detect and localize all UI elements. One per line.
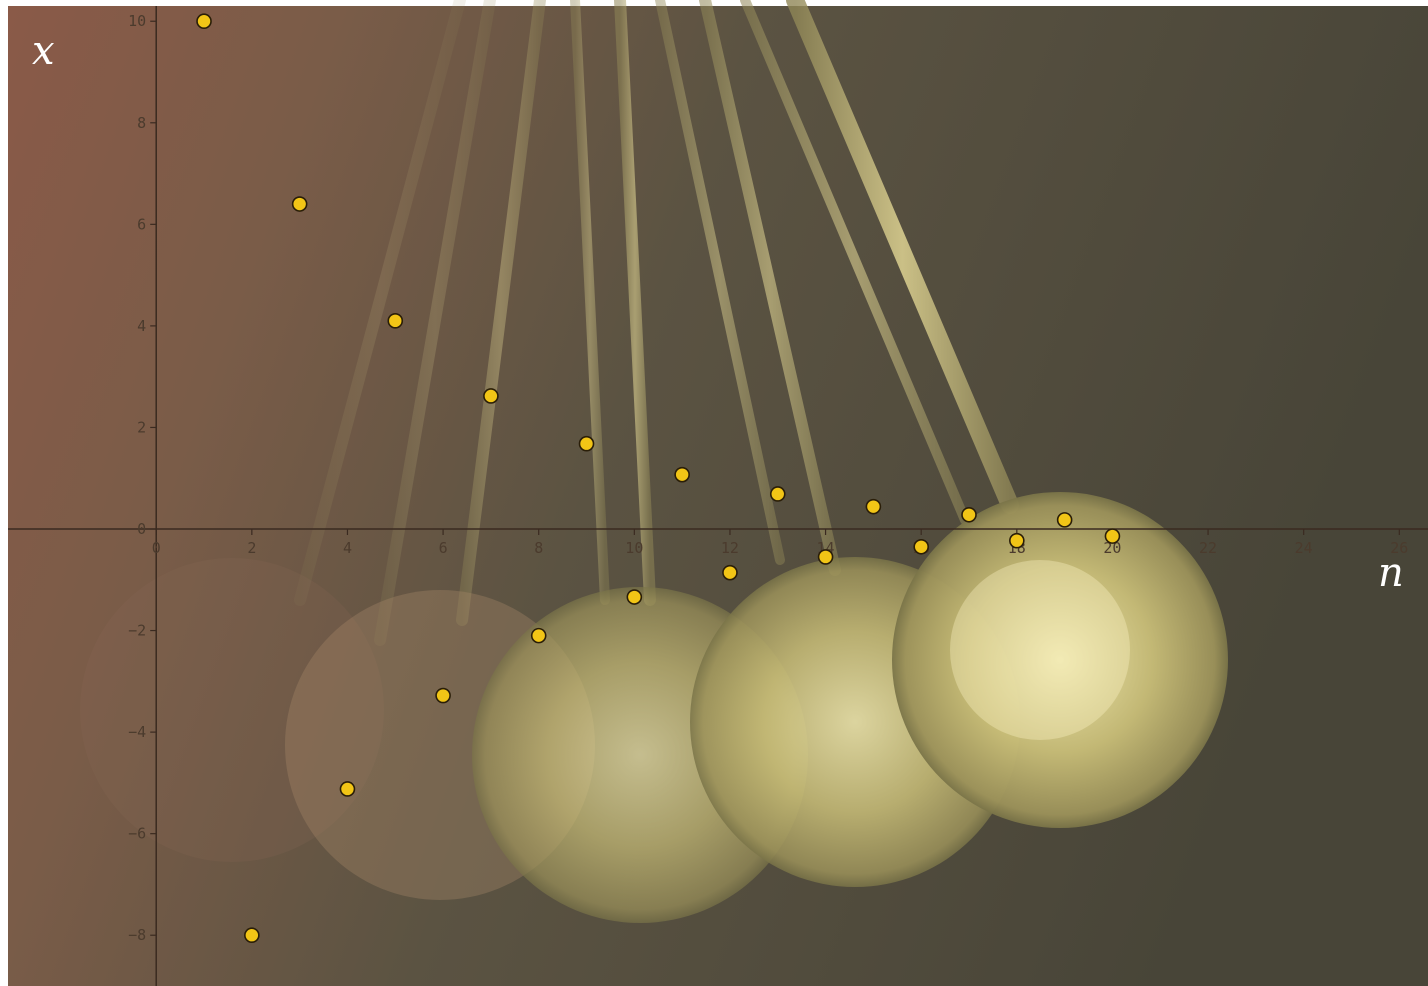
x-tick-label: 12 — [721, 539, 739, 557]
data-point — [626, 589, 643, 605]
y-tick-label: 2 — [137, 418, 146, 436]
x-tick-label: 6 — [439, 539, 448, 557]
data-point — [961, 506, 977, 523]
y-tick-label: 8 — [137, 114, 146, 132]
pendulum-rod — [294, 0, 466, 606]
y-tick-label: 6 — [137, 215, 146, 233]
data-point — [530, 627, 547, 644]
pendulum-rod — [699, 0, 841, 576]
data-point — [387, 313, 404, 329]
data-point — [244, 927, 260, 944]
pendulum-rod — [570, 0, 610, 605]
pendulum-rod — [456, 0, 546, 626]
data-point — [196, 13, 212, 30]
data-points — [196, 13, 1121, 944]
data-point — [817, 549, 834, 565]
x-tick-label: 4 — [343, 539, 352, 557]
pendulum-rod — [614, 0, 656, 606]
data-point — [722, 564, 738, 581]
pendulum-rod — [655, 0, 785, 565]
y-axis-title: x — [32, 28, 55, 74]
data-point — [913, 538, 929, 555]
data-point — [1009, 532, 1025, 549]
y-tick-label: 10 — [128, 12, 146, 30]
x-tick-label: 22 — [1199, 539, 1217, 557]
x-tick-label: 20 — [1103, 539, 1121, 557]
y-tick-label: 0 — [137, 520, 146, 538]
x-axis-title: n — [1378, 550, 1404, 596]
data-point — [435, 687, 451, 704]
data-point — [1056, 512, 1073, 528]
data-point — [483, 388, 499, 404]
x-tick-label: 10 — [625, 539, 643, 557]
x-tick-label: 26 — [1390, 539, 1408, 557]
x-tick-label: 0 — [152, 539, 161, 557]
data-point — [578, 435, 595, 452]
y-tick-label: 4 — [137, 317, 146, 335]
x-tick-label: 2 — [247, 539, 256, 557]
x-tick-label: 24 — [1295, 539, 1313, 557]
y-tick-label: −4 — [128, 723, 146, 741]
data-point — [1104, 528, 1121, 544]
data-point — [291, 196, 308, 212]
x-tick-label: 8 — [534, 539, 543, 557]
pendulum-bob-highlight — [950, 560, 1130, 740]
pendulum-bobs — [80, 492, 1228, 923]
pendulum-bob — [892, 492, 1228, 828]
y-tick-label: −2 — [128, 622, 146, 640]
pendulum-rods — [294, 0, 1019, 646]
data-point — [339, 781, 356, 797]
pendulum-rod — [786, 0, 1019, 514]
y-tick-label: −6 — [128, 825, 146, 843]
data-point — [674, 466, 690, 483]
pendulum-rod — [374, 0, 496, 646]
data-point — [865, 498, 882, 515]
y-tick-label: −8 — [128, 926, 146, 944]
pendulum-rod — [740, 0, 970, 525]
data-point — [769, 486, 786, 502]
